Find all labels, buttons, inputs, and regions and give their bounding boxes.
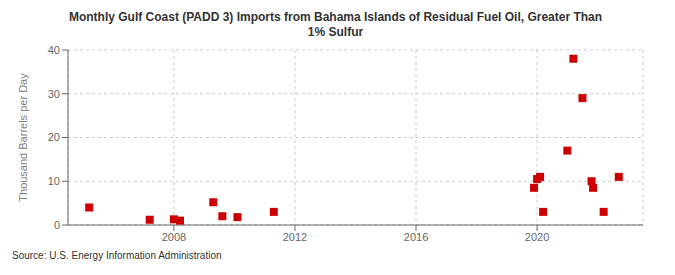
svg-text:Thousand Barrels per Day: Thousand Barrels per Day bbox=[17, 73, 29, 202]
html-text:Monthly Gulf Coast (PADD 3) Im: Monthly Gulf Coast (PADD 3) Imports from… bbox=[68, 10, 603, 24]
svg-text:10: 10 bbox=[48, 175, 60, 187]
svg-text:2016: 2016 bbox=[404, 231, 428, 243]
svg-text:2012: 2012 bbox=[283, 231, 307, 243]
svg-text:0: 0 bbox=[54, 219, 60, 231]
svg-text:20: 20 bbox=[48, 131, 60, 143]
svg-text:2020: 2020 bbox=[525, 231, 549, 243]
svg-text:40: 40 bbox=[48, 44, 60, 56]
html-text:1% Sulfur: 1% Sulfur bbox=[307, 25, 364, 39]
html-text:Source: U.S. Energy Informatio: Source: U.S. Energy Information Administ… bbox=[12, 250, 222, 261]
svg-text:2008: 2008 bbox=[162, 231, 186, 243]
svg-text:30: 30 bbox=[48, 88, 60, 100]
